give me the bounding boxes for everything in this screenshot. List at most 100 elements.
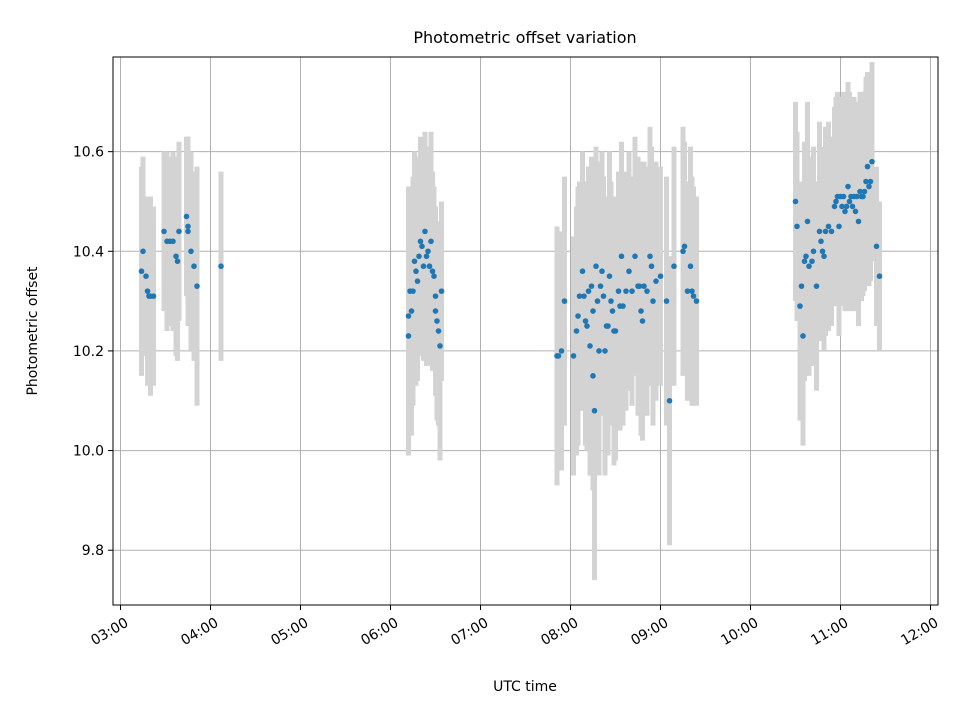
data-point — [405, 333, 412, 339]
data-point — [138, 268, 145, 275]
data-point — [825, 223, 832, 230]
data-point — [150, 293, 157, 299]
data-point — [800, 333, 806, 339]
data-point — [555, 353, 562, 359]
data-point — [425, 248, 431, 255]
data-point — [431, 273, 437, 280]
data-point — [864, 163, 871, 170]
data-point — [867, 178, 874, 185]
data-point — [596, 348, 602, 354]
data-point — [423, 253, 430, 260]
data-point — [413, 268, 419, 275]
data-point — [798, 283, 805, 289]
data-point — [828, 228, 835, 235]
data-point — [408, 308, 415, 314]
data-point — [426, 263, 433, 270]
data-point — [144, 288, 151, 294]
data-point — [632, 253, 638, 260]
data-point — [417, 238, 424, 245]
data-point — [639, 318, 646, 324]
data-point — [852, 208, 859, 215]
data-point — [438, 288, 445, 294]
data-point — [620, 303, 626, 309]
data-point — [855, 218, 862, 225]
data-point — [810, 248, 817, 255]
data-point — [590, 308, 596, 314]
data-point — [405, 313, 412, 319]
data-point — [609, 308, 616, 314]
data-point — [420, 263, 427, 270]
data-point — [866, 183, 872, 190]
y-tick-label: 10.0 — [73, 444, 104, 460]
data-point — [140, 248, 146, 255]
data-point — [188, 248, 194, 255]
data-point — [833, 198, 839, 205]
data-point — [671, 263, 677, 270]
data-point — [690, 293, 697, 299]
data-point — [626, 268, 632, 275]
data-point — [600, 293, 607, 299]
data-point — [804, 218, 811, 225]
plot-frame — [112, 56, 939, 606]
data-point — [218, 263, 224, 270]
data-point — [597, 283, 604, 289]
data-point — [842, 208, 848, 215]
data-point — [191, 263, 197, 270]
data-point — [170, 238, 176, 245]
data-point — [602, 348, 608, 354]
data-point — [857, 188, 863, 195]
data-point — [612, 328, 619, 334]
data-point — [591, 407, 598, 414]
data-point — [561, 298, 568, 304]
data-point — [623, 288, 629, 294]
data-point — [816, 228, 823, 235]
data-point — [588, 283, 595, 289]
data-point — [839, 203, 845, 210]
data-point — [584, 323, 590, 329]
data-point — [666, 397, 673, 404]
data-point — [593, 263, 599, 270]
x-axis-label: UTC time — [493, 679, 557, 695]
data-point — [636, 283, 643, 289]
data-point — [579, 268, 586, 275]
data-point — [638, 308, 644, 314]
data-point — [650, 298, 656, 304]
data-point — [680, 248, 686, 255]
data-point — [806, 263, 812, 270]
data-point — [585, 288, 592, 294]
data-point — [594, 298, 601, 304]
chart-title: Photometric offset variation — [413, 28, 636, 47]
data-point — [840, 193, 847, 200]
data-point — [429, 268, 436, 275]
data-point — [849, 203, 856, 210]
data-point — [558, 348, 565, 354]
data-point — [174, 258, 181, 265]
data-point — [629, 288, 635, 294]
data-point — [794, 223, 800, 230]
data-point — [410, 288, 416, 294]
data-point — [854, 193, 860, 200]
data-point — [809, 258, 815, 265]
data-point — [414, 278, 421, 284]
data-point — [869, 158, 875, 165]
data-point — [860, 193, 866, 200]
data-point — [822, 228, 829, 235]
data-point — [863, 178, 869, 185]
data-point — [185, 228, 191, 235]
data-point — [435, 328, 442, 334]
data-point — [836, 223, 842, 230]
data-point — [845, 183, 851, 190]
data-point — [615, 288, 622, 294]
data-point — [411, 258, 418, 265]
y-axis: 9.8 10.0 10.2 10.4 10.6 — [73, 145, 113, 559]
data-point — [861, 188, 868, 195]
data-point — [819, 248, 826, 255]
data-point — [693, 298, 700, 304]
data-point — [185, 223, 191, 230]
data-point — [173, 253, 179, 260]
data-point — [428, 238, 434, 245]
data-point — [657, 273, 664, 280]
data-point — [689, 288, 695, 294]
data-point — [575, 313, 581, 319]
data-point — [818, 238, 824, 245]
